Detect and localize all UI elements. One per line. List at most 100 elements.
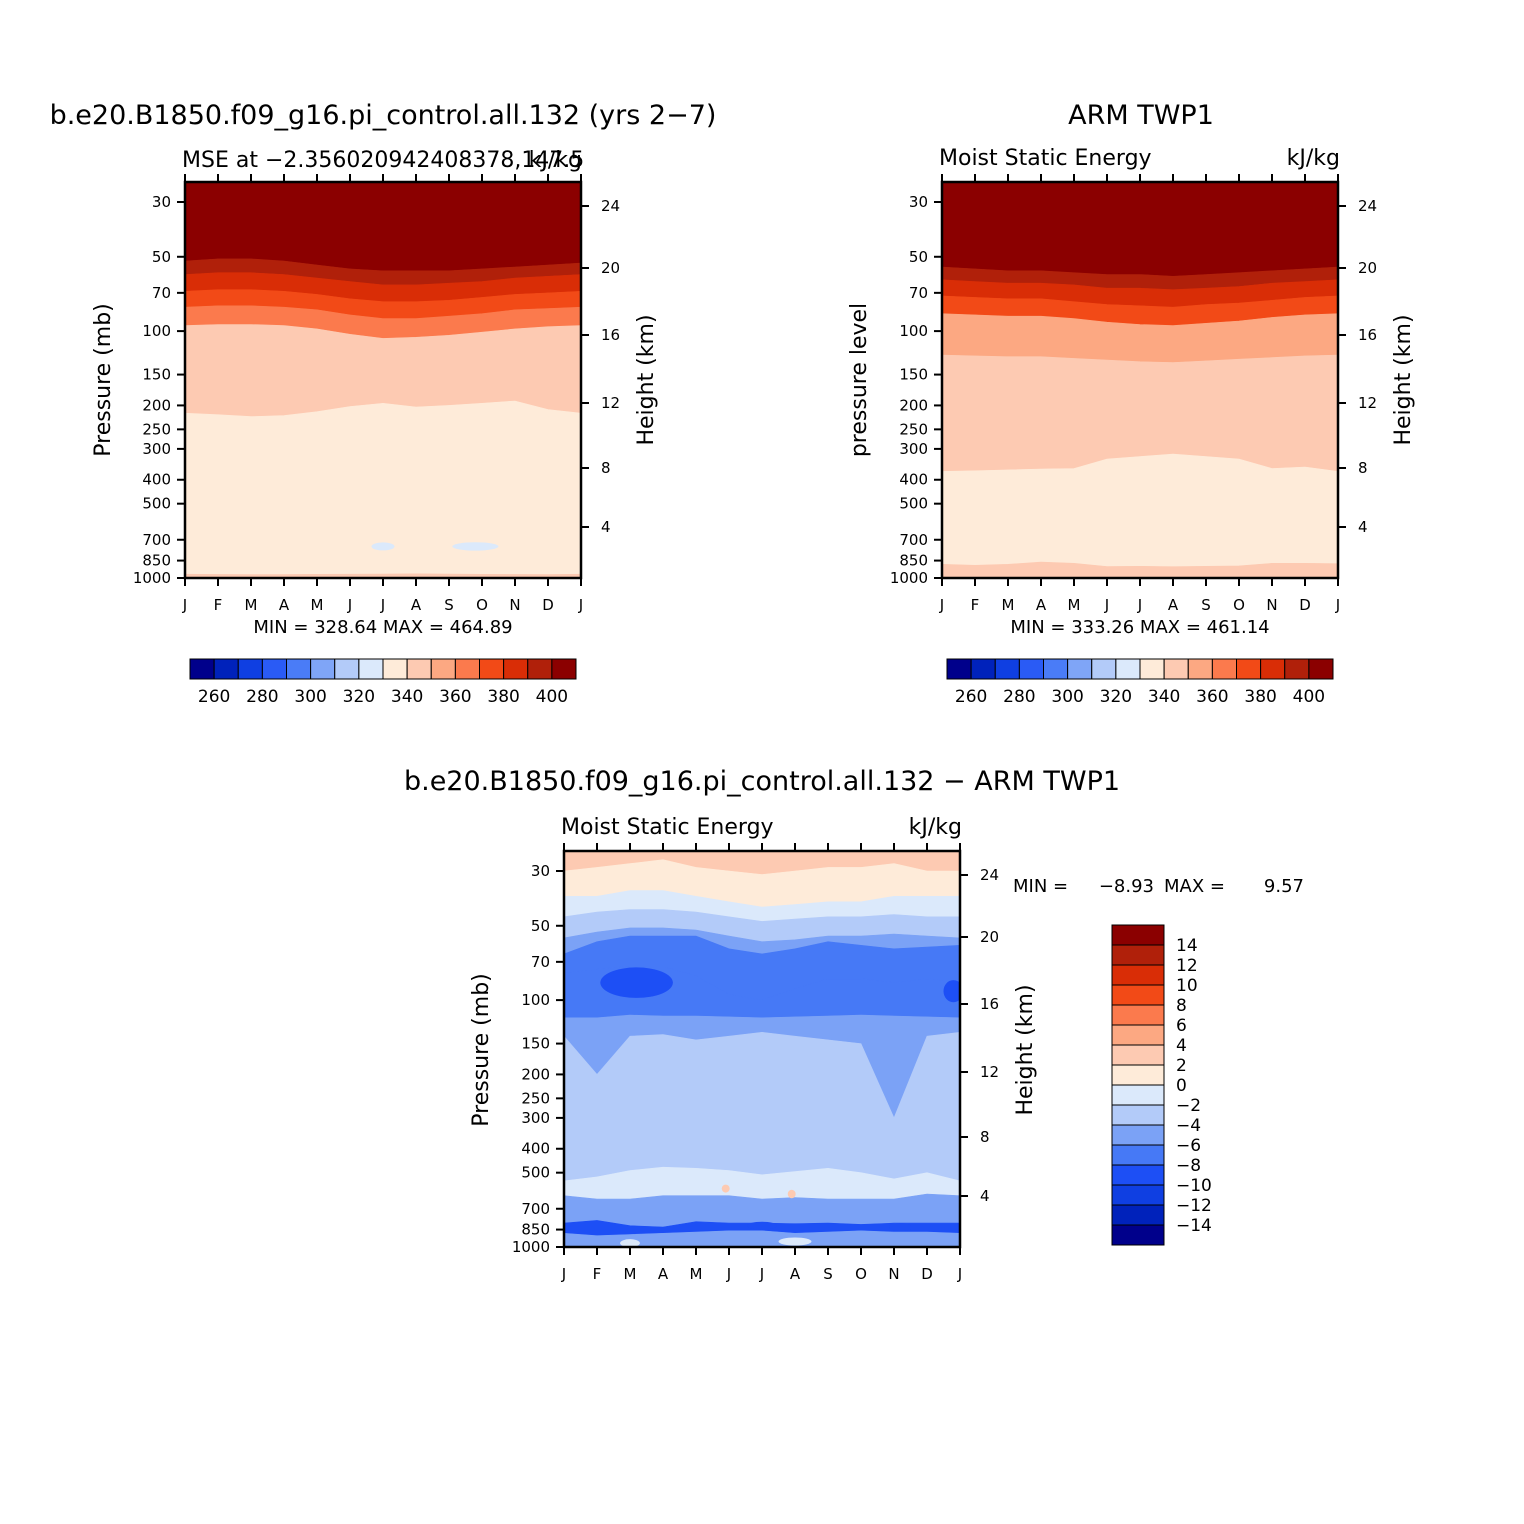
model-colorbar-box	[261, 658, 287, 680]
model-right-string: kJ/kg	[529, 148, 582, 173]
diff-colorbar-label: 6	[1176, 1016, 1187, 1036]
model-y-tick-label: 70	[152, 284, 171, 302]
model-x-tick-label: J	[578, 596, 583, 614]
diff-y-tick-label: 850	[521, 1221, 550, 1239]
diff-contour-blob	[889, 1223, 913, 1232]
model-colorbar-box	[310, 658, 336, 680]
diff-colorbar-label: 0	[1176, 1076, 1187, 1096]
obs-x-tick-label: D	[1299, 596, 1311, 614]
obs-x-tick-label: S	[1201, 596, 1211, 614]
model-colorbar-box	[189, 658, 215, 680]
obs-right-string: kJ/kg	[1287, 146, 1340, 171]
diff-colorbar-box	[1111, 1084, 1165, 1106]
model-colorbar-box	[454, 658, 480, 680]
diff-max-label: MAX =	[1164, 876, 1225, 897]
model-colorbar-box	[286, 658, 312, 680]
obs-y2-tick-label: 20	[1358, 259, 1377, 277]
obs-min-max: MIN = 333.26 MAX = 461.14	[1010, 617, 1269, 638]
diff-contour-blob	[620, 1239, 640, 1247]
obs-colorbar-label: 300	[1051, 687, 1083, 707]
diff-axes: J F M A M J J A S O N D J 30 50 70 100 150 200 250 300 400 500…	[512, 843, 999, 1283]
obs-colorbar-box	[994, 658, 1020, 680]
obs-colorbar-box	[1139, 658, 1165, 680]
diff-x-tick-label: J	[561, 1265, 566, 1283]
diff-x-tick-label: D	[921, 1265, 933, 1283]
diff-y-tick-label: 70	[531, 953, 550, 971]
model-colorbar-label: 400	[536, 687, 568, 707]
obs-contour-band	[942, 561, 1338, 578]
diff-colorbar-label: 4	[1176, 1036, 1187, 1056]
diff-x-tick-label: J	[726, 1265, 731, 1283]
diff-colorbar-box	[1111, 1144, 1165, 1166]
model-colorbar-label: 320	[343, 687, 375, 707]
obs-colorbar-label: 400	[1293, 687, 1325, 707]
diff-contour-blob	[778, 1237, 812, 1246]
model-colorbar-box	[406, 658, 432, 680]
obs-y-tick-label: 70	[909, 284, 928, 302]
diff-min-label: MIN =	[1013, 876, 1068, 897]
diff-y-tick-label: 250	[521, 1089, 550, 1107]
diff-contour-band	[564, 1230, 960, 1247]
model-title: b.e20.B1850.f09_g16.pi_control.all.132 (…	[50, 100, 717, 131]
obs-x-tick-label: M	[1068, 596, 1081, 614]
model-colorbar-box	[358, 658, 384, 680]
obs-colorbar-box	[1187, 658, 1213, 680]
diff-y-tick-label: 300	[521, 1109, 550, 1127]
obs-y2-axis-label: Height (km)	[1391, 314, 1416, 445]
obs-title: ARM TWP1	[1068, 100, 1214, 131]
obs-y-tick-label: 50	[909, 248, 928, 266]
diff-y2-axis-label: Height (km)	[1013, 984, 1038, 1115]
model-x-tick-label: A	[411, 596, 422, 614]
diff-panel: b.e20.B1850.f09_g16.pi_control.all.132 −…	[404, 766, 1304, 1283]
obs-x-tick-label: J	[1104, 596, 1109, 614]
diff-y-tick-label: 1000	[512, 1238, 550, 1256]
diff-colorbar-label: −2	[1176, 1096, 1201, 1116]
model-y-tick-label: 400	[142, 471, 171, 489]
obs-x-tick-label: J	[939, 596, 944, 614]
obs-colorbar-box	[970, 658, 996, 680]
diff-colorbar-box	[1111, 924, 1165, 946]
obs-colorbar-box	[1211, 658, 1237, 680]
obs-y-tick-label: 150	[899, 366, 928, 384]
obs-y-tick-label: 30	[909, 193, 928, 211]
diff-contour-blob	[747, 1221, 777, 1230]
diff-colorbar-label: 10	[1176, 976, 1198, 996]
model-colorbar-box	[551, 658, 577, 680]
obs-x-tick-label: A	[1168, 596, 1179, 614]
diff-colorbar-label: 8	[1176, 996, 1187, 1016]
diff-title: b.e20.B1850.f09_g16.pi_control.all.132 −…	[404, 766, 1120, 797]
diff-contour-blob	[600, 967, 673, 998]
model-colorbar-box	[213, 658, 239, 680]
obs-colorbar-box	[1043, 658, 1069, 680]
diff-contour-blob	[787, 1189, 796, 1199]
obs-y-axis-label: pressure level	[847, 303, 872, 457]
obs-colorbar-label: 280	[1003, 687, 1035, 707]
diff-x-tick-label: J	[759, 1265, 764, 1283]
diff-colorbar-label: 14	[1176, 936, 1198, 956]
obs-x-tick-label: J	[1137, 596, 1142, 614]
model-x-tick-label: J	[380, 596, 385, 614]
diff-y-tick-label: 400	[521, 1140, 550, 1158]
obs-y-tick-label: 200	[899, 396, 928, 414]
diff-y-tick-label: 500	[521, 1164, 550, 1182]
obs-colorbar-box	[1236, 658, 1262, 680]
obs-x-tick-label: F	[971, 596, 980, 614]
diff-colorbar-box	[1111, 944, 1165, 966]
model-colorbar-box	[479, 658, 505, 680]
diff-x-tick-label: N	[888, 1265, 899, 1283]
model-colorbar-label: 340	[391, 687, 423, 707]
model-y-tick-label: 300	[142, 440, 171, 458]
model-y2-tick-label: 16	[601, 326, 620, 344]
model-colorbar-label: 280	[246, 687, 278, 707]
obs-axes: J F M A M J J A S O N D J 30 50 70 100 150 200 250 300 400 500…	[890, 174, 1377, 614]
diff-colorbar-label: −4	[1176, 1116, 1201, 1136]
obs-y-tick-label: 250	[899, 420, 928, 438]
model-colorbar-box	[334, 658, 360, 680]
model-x-tick-label: J	[347, 596, 352, 614]
diff-y-tick-label: 700	[521, 1200, 550, 1218]
diff-contour-blob	[721, 1184, 730, 1193]
model-y-tick-label: 700	[142, 531, 171, 549]
obs-y2-tick-label: 16	[1358, 326, 1377, 344]
